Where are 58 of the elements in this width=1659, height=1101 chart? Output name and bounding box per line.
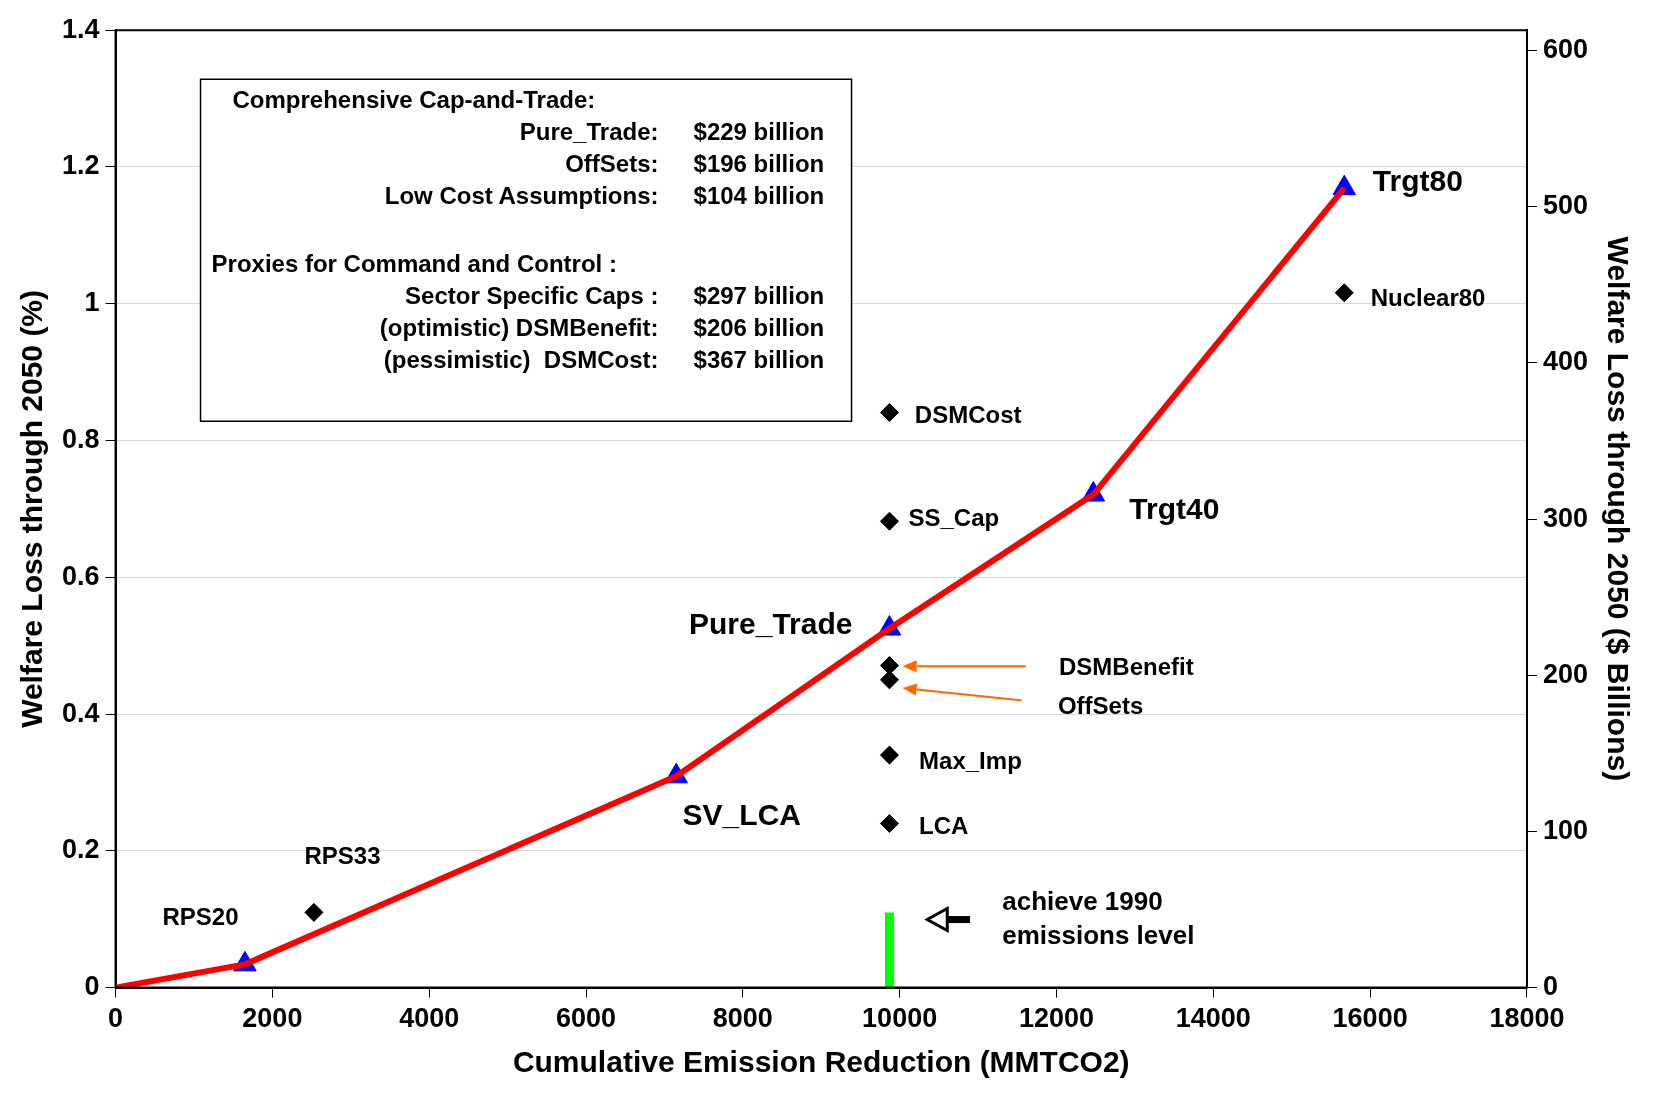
x-tick-label: 2000: [242, 1003, 303, 1034]
y2-tick-label: 300: [1542, 502, 1589, 533]
y2-tick-label: 500: [1542, 190, 1589, 221]
annotation: DSMCost: [914, 401, 1022, 429]
annotation: OffSets: [1057, 691, 1144, 719]
y-tick-label: 1.4: [61, 13, 100, 44]
x-tick-label: 4000: [399, 1003, 460, 1034]
annotation: Comprehensive Cap-and-Trade:: [232, 85, 596, 113]
point: [879, 656, 899, 675]
y-tick-label: 1.2: [61, 150, 100, 181]
annotation: Proxies for Command and Control :: [211, 249, 617, 277]
annotation: RPS33: [304, 841, 381, 869]
annotation: achieve 1990 emissions level: [1002, 885, 1195, 950]
annotation: Pure_Trade: [689, 606, 853, 640]
y2-tick-label: 600: [1542, 33, 1589, 64]
point: [304, 902, 324, 922]
annotation: SS_Cap: [908, 503, 1000, 531]
y-tick-label: 0.2: [61, 834, 100, 865]
text: Low Cost Assumptions: $104 billion: [384, 181, 825, 209]
annotation: Trgt40: [1129, 491, 1220, 525]
text: Pure_Trade: $229 billion: [519, 117, 825, 145]
x-tick-label: 10000: [862, 1003, 938, 1034]
point: [879, 670, 899, 690]
point: [879, 402, 899, 422]
y2-axis-title: Welfare Loss through 2050 ($ Billions): [1601, 236, 1635, 782]
y-tick-label: 0: [84, 971, 100, 1002]
annotation: RPS20: [162, 903, 239, 931]
y2-tick-label: 200: [1542, 658, 1589, 689]
point: [879, 745, 899, 765]
y-tick-label: 0.8: [61, 423, 100, 454]
point: [1334, 283, 1354, 303]
text: OffSets: $196 billion: [565, 149, 825, 177]
y2-tick-label: 100: [1542, 814, 1589, 845]
y-tick-label: 1: [84, 287, 100, 318]
x-tick-label: 8000: [712, 1003, 773, 1034]
annotation: SV_LCA: [682, 797, 801, 831]
x-tick-label: 6000: [555, 1003, 617, 1034]
annotation: Max_Imp: [919, 747, 1022, 775]
y-tick-label: 0.4: [61, 697, 100, 728]
y-tick-label: 0.6: [61, 560, 100, 591]
x-tick-label: 18000: [1489, 1003, 1565, 1034]
x-tick-label: 12000: [1018, 1003, 1095, 1034]
annotation: DSMBenefit: [1058, 652, 1194, 680]
annotation: LCA: [919, 812, 969, 840]
annotation: Nuclear80: [1370, 283, 1486, 311]
y2-tick-label: 0: [1542, 971, 1558, 1002]
annotation: Trgt80: [1372, 164, 1463, 198]
x-tick-label: 14000: [1175, 1003, 1251, 1034]
x-tick-label: 16000: [1332, 1003, 1408, 1034]
text: Sector Specific Caps : $297 billion: [405, 281, 825, 309]
x-tick-label: 0: [108, 1003, 124, 1034]
point: [879, 813, 899, 833]
y-axis-title: Welfare Loss through 2050 (%): [15, 289, 49, 728]
point: [879, 511, 899, 531]
text: (pessimistic) DSMCost: $367 billion: [383, 345, 825, 373]
x-axis-title: Cumulative Emission Reduction (MMTCO2): [512, 1045, 1130, 1079]
text: (optimistic) DSMBenefit: $206 billion: [379, 313, 825, 341]
y2-tick-label: 400: [1542, 346, 1589, 377]
